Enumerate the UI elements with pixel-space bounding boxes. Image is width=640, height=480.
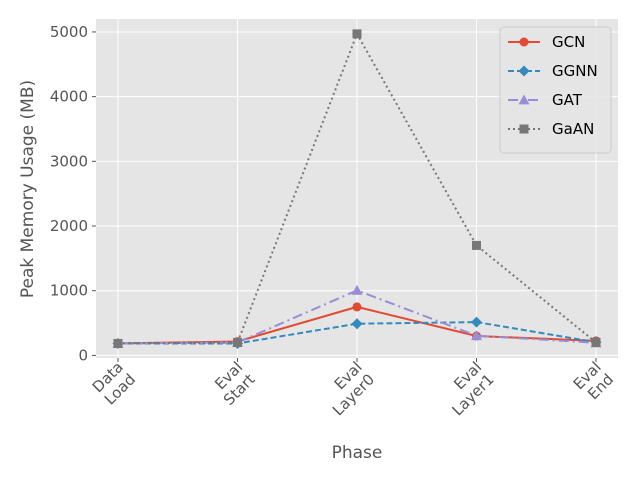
- y-tick-label: 3000: [50, 152, 88, 170]
- data-point-gat: [471, 330, 482, 341]
- legend-marker-gaan: [519, 124, 529, 134]
- legend-entry-ggnn: GGNN: [508, 62, 598, 80]
- legend-label-gcn: GCN: [552, 33, 585, 51]
- y-tick-label: 4000: [50, 88, 88, 106]
- data-point-ggnn: [471, 316, 482, 328]
- legend-marker-gat: [518, 94, 530, 105]
- x-axis-ticks: DataLoad EvalStart EvalLayer0 EvalLayer1 Eva…: [89, 358, 617, 419]
- x-tick-label: DataLoad: [89, 358, 139, 408]
- svg-text:EvalEnd: EvalEnd: [570, 358, 617, 405]
- x-axis-title: Phase: [332, 443, 383, 463]
- y-tick-label: 2000: [50, 217, 88, 235]
- y-tick-label: 1000: [50, 282, 88, 300]
- series: [112, 29, 602, 349]
- legend: GCN GGNN GAT GaAN: [499, 26, 612, 154]
- legend-label-gaan: GaAN: [552, 120, 594, 138]
- series-gaan: [113, 29, 601, 348]
- y-axis-title: Peak Memory Usage (MB): [18, 80, 38, 298]
- y-tick-label: 0: [78, 346, 88, 364]
- data-point-gaan: [591, 337, 601, 347]
- x-tick-label: EvalLayer1: [436, 358, 497, 419]
- data-point-gaan: [352, 29, 362, 39]
- svg-text:DataLoad: DataLoad: [89, 358, 139, 408]
- x-tick-label: EvalLayer0: [317, 358, 378, 419]
- data-point-ggnn: [351, 318, 363, 330]
- svg-text:EvalStart: EvalStart: [208, 358, 259, 409]
- series-line-ggnn: [118, 321, 597, 345]
- legend-box: [499, 26, 612, 154]
- legend-marker-gcn: [519, 37, 529, 47]
- legend-entry-gaan: GaAN: [508, 120, 594, 138]
- svg-text:EvalLayer1: EvalLayer1: [436, 358, 497, 419]
- legend-label-ggnn: GGNN: [552, 62, 598, 80]
- y-tick-label: 5000: [50, 23, 88, 41]
- x-tick-label: EvalStart: [208, 358, 259, 409]
- legend-marker-ggnn: [518, 65, 530, 77]
- svg-text:EvalLayer0: EvalLayer0: [317, 358, 378, 419]
- data-point-gcn: [352, 302, 362, 312]
- data-point-gaan: [472, 240, 481, 250]
- legend-label-gat: GAT: [552, 91, 583, 109]
- legend-entry-gcn: GCN: [508, 33, 585, 51]
- y-axis-ticks: 0 1000 2000 3000 4000 5000: [50, 23, 96, 364]
- x-tick-label: EvalEnd: [570, 358, 617, 405]
- data-point-gaan: [233, 337, 242, 347]
- data-point-gaan: [113, 338, 123, 348]
- data-point-gat: [351, 284, 363, 295]
- legend-entry-gat: GAT: [508, 91, 583, 109]
